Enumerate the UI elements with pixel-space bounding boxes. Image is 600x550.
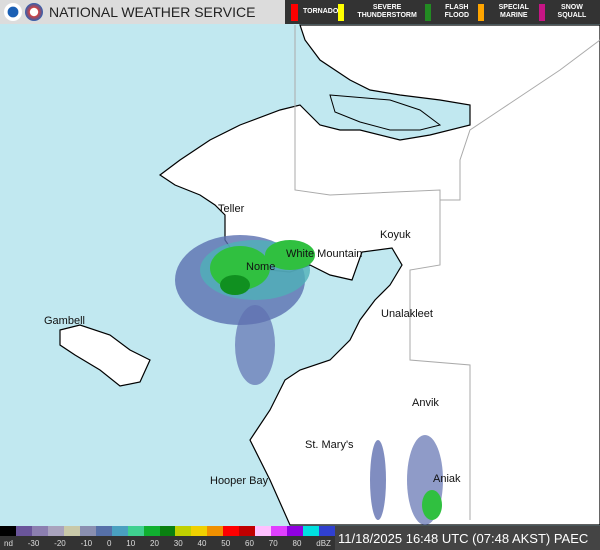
scale-swatch bbox=[0, 526, 16, 536]
scale-swatch bbox=[15, 526, 32, 536]
city-label: Hooper Bay bbox=[210, 475, 269, 487]
nws-logo bbox=[25, 3, 43, 21]
scale-swatch bbox=[255, 526, 272, 536]
scale-swatch bbox=[111, 526, 128, 536]
scale-swatch bbox=[143, 526, 160, 536]
scale-tick: dBZ bbox=[316, 539, 331, 548]
scale-tick: -20 bbox=[54, 539, 66, 548]
scale-tick: 0 bbox=[106, 539, 112, 548]
noaa-logo bbox=[4, 3, 22, 21]
city-label: St. Mary's bbox=[305, 439, 354, 451]
scale-swatch bbox=[191, 526, 208, 536]
st-lawrence-island bbox=[59, 324, 151, 387]
radar-echoes bbox=[175, 235, 443, 525]
scale-swatch bbox=[223, 526, 240, 536]
kotzebue-sound bbox=[329, 94, 442, 131]
scale-tick: 70 bbox=[268, 539, 278, 548]
scale-swatch bbox=[159, 526, 176, 536]
alert-severe-thunderstorm: SEVERE THUNDERSTORM bbox=[338, 3, 425, 21]
scale-swatch bbox=[239, 526, 256, 536]
scale-tick: 60 bbox=[245, 539, 254, 548]
city-label: Aniak bbox=[433, 473, 461, 485]
alert-tornado: TORNADO bbox=[291, 3, 338, 21]
scale-swatch bbox=[95, 526, 112, 536]
borders bbox=[294, 25, 471, 520]
dbz-color-scale: nd -30 -20 -10 0 10 20 30 40 50 60 70 80 dBZ bbox=[0, 526, 336, 550]
scale-swatch bbox=[303, 526, 320, 536]
alert-flash-flood: FLASH FLOOD bbox=[425, 3, 478, 21]
scale-tick: -30 bbox=[27, 539, 40, 548]
scale-swatch bbox=[63, 526, 80, 536]
city-label: Teller bbox=[218, 203, 245, 215]
city-label: Koyuk bbox=[380, 229, 411, 241]
alert-legend: TORNADO SEVERE THUNDERSTORM FLASH FLOOD … bbox=[285, 0, 600, 24]
scale-tick: 80 bbox=[292, 539, 302, 548]
scale-tick: 30 bbox=[173, 539, 183, 548]
scale-swatch bbox=[287, 526, 304, 536]
scale-tick: 40 bbox=[197, 539, 207, 548]
scale-swatch bbox=[31, 526, 48, 536]
city-label: Gambell bbox=[44, 315, 85, 327]
brand: NATIONAL WEATHER SERVICE bbox=[0, 0, 285, 24]
city-label: White Mountain bbox=[286, 248, 363, 260]
scale-tick: -10 bbox=[80, 539, 93, 548]
scale-tick: 50 bbox=[221, 539, 231, 548]
scale-swatch bbox=[319, 526, 336, 536]
page-title: NATIONAL WEATHER SERVICE bbox=[49, 4, 256, 20]
scale-swatch bbox=[127, 526, 144, 536]
scale-tick: 10 bbox=[126, 539, 136, 548]
timestamp: 11/18/2025 16:48 UTC (07:48 AKST) PAEC bbox=[335, 526, 600, 550]
alert-special-marine: SPECIAL MARINE bbox=[477, 3, 539, 21]
scale-swatch bbox=[175, 526, 192, 536]
scale-tick: nd bbox=[4, 539, 13, 548]
city-label: Nome bbox=[246, 261, 276, 273]
scale-swatch bbox=[271, 526, 288, 536]
alert-snow-squall: SNOW SQUALL bbox=[538, 3, 594, 21]
borders bbox=[440, 39, 600, 201]
scale-swatch bbox=[207, 526, 224, 536]
footer: nd -30 -20 -10 0 10 20 30 40 50 60 70 80 dBZ 11/18/20… bbox=[0, 526, 600, 550]
city-label: Unalakleet bbox=[381, 308, 433, 320]
header: NATIONAL WEATHER SERVICE TORNADO SEVERE … bbox=[0, 0, 600, 24]
scale-swatch bbox=[79, 526, 96, 536]
scale-swatch bbox=[47, 526, 64, 536]
mainland bbox=[158, 24, 600, 526]
scale-tick: 20 bbox=[150, 539, 159, 548]
city-label: Anvik bbox=[412, 397, 439, 409]
